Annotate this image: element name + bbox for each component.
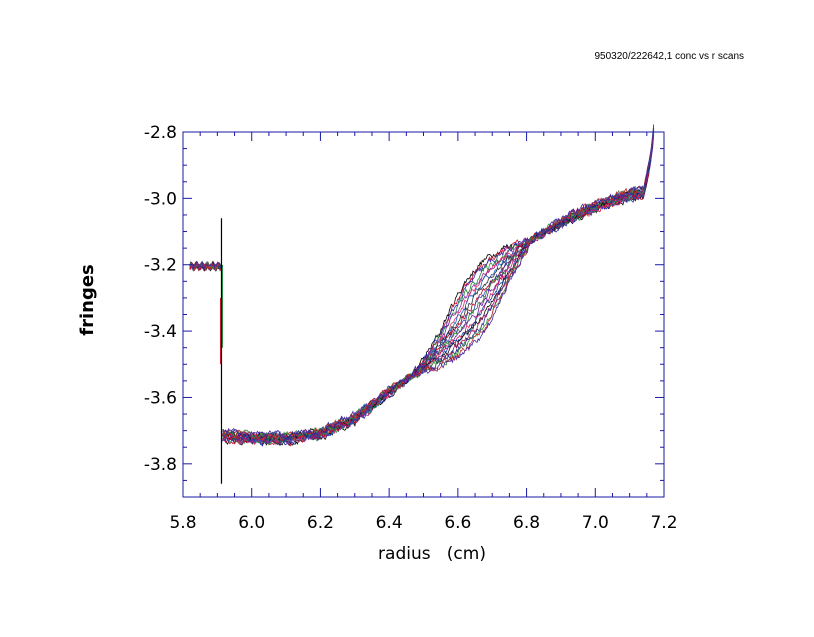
scan-curve — [222, 128, 655, 441]
x-tick-label: 6.2 — [307, 513, 334, 533]
x-tick-label: 6.4 — [376, 513, 403, 533]
y-tick-label: -3.6 — [144, 388, 177, 408]
scan-curve — [222, 131, 655, 446]
scan-curve — [222, 130, 655, 443]
scan-curve — [222, 133, 655, 446]
x-tick-label: 6.8 — [513, 513, 540, 533]
x-axis-ticks: 5.8 6.0 6.2 6.4 6.6 6.8 7.0 7.2 — [169, 132, 678, 533]
x-tick-label: 5.8 — [169, 513, 196, 533]
chart-caption: 950320/222642,1 conc vs r scans — [594, 51, 744, 62]
scan-curve — [222, 129, 655, 444]
y-tick-label: -3.8 — [144, 455, 177, 475]
scan-curve — [222, 131, 655, 444]
y-axis-label: fringes — [77, 264, 98, 336]
x-axis-label: radius (cm) — [378, 544, 486, 564]
scan-curve — [222, 129, 655, 445]
scan-curve — [222, 134, 655, 447]
scan-curve — [222, 129, 655, 446]
y-tick-label: -3.4 — [144, 322, 177, 342]
meniscus-region — [189, 218, 223, 484]
scan-curve — [222, 132, 655, 442]
meniscus-curve — [189, 260, 222, 270]
y-axis-ticks: -3.8 -3.6 -3.4 -3.2 -3.0 -2.8 — [144, 123, 664, 498]
x-tick-label: 6.6 — [444, 513, 471, 533]
scan-curve — [222, 132, 655, 447]
scan-curve — [222, 124, 655, 441]
scan-curve — [222, 135, 655, 444]
scan-curves — [222, 124, 655, 447]
scan-curve — [222, 134, 655, 444]
scan-curve — [222, 128, 655, 441]
x-tick-label: 6.0 — [238, 513, 265, 533]
x-tick-label: 7.2 — [650, 513, 677, 533]
scan-curve — [222, 129, 655, 445]
y-tick-label: -2.8 — [144, 123, 177, 143]
scan-curve — [222, 126, 655, 441]
y-tick-label: -3.0 — [144, 189, 177, 209]
scan-curve — [222, 127, 655, 443]
y-tick-label: -3.2 — [144, 256, 177, 276]
scan-curve — [222, 129, 655, 442]
x-tick-label: 7.0 — [582, 513, 609, 533]
scan-curve — [222, 132, 655, 447]
